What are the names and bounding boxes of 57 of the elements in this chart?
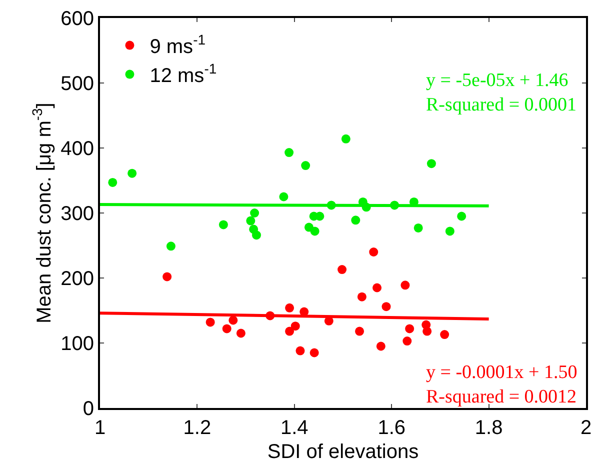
legend-label: 9 ms$^{-1}$ — [150, 32, 206, 58]
point — [296, 346, 305, 356]
point — [372, 283, 382, 292]
y-tick-label: 100 — [60, 333, 94, 355]
point — [402, 336, 412, 346]
point — [457, 212, 466, 221]
point — [284, 148, 294, 158]
y-tick-label: 500 — [60, 73, 94, 95]
point — [369, 248, 378, 256]
y-tick-label: 300 — [60, 203, 94, 225]
point — [400, 280, 410, 290]
x-axis-title: SDI of elevations — [267, 441, 419, 463]
point — [422, 326, 432, 336]
x-tick-label: 2 — [580, 417, 592, 439]
point — [290, 322, 300, 331]
x-tick-label: 1.6 — [378, 417, 406, 439]
point — [128, 168, 137, 178]
point — [246, 216, 256, 226]
x-tick-label: 1.4 — [280, 417, 308, 439]
x-tick-label: 1.2 — [183, 417, 212, 439]
point — [252, 230, 261, 240]
point — [355, 326, 364, 336]
point — [376, 342, 386, 351]
point — [236, 328, 246, 338]
point — [351, 216, 360, 225]
point — [382, 302, 391, 312]
point — [357, 292, 366, 302]
x-tick-label: 1 — [94, 417, 106, 439]
legend-label: 12 ms$^{-1}$ — [150, 60, 217, 88]
point — [285, 303, 294, 312]
point — [222, 324, 232, 334]
y-tick-label: 0 — [82, 398, 94, 420]
point — [440, 330, 450, 340]
point — [310, 348, 319, 358]
point — [338, 265, 347, 274]
x-tick-label: 1.8 — [474, 417, 503, 439]
point — [206, 318, 215, 327]
point — [108, 178, 118, 187]
point — [285, 326, 294, 336]
y-tick-label: 600 — [60, 8, 94, 30]
point — [414, 223, 423, 232]
point — [166, 242, 176, 251]
point — [445, 226, 454, 236]
point — [341, 134, 350, 144]
point — [250, 208, 260, 218]
annotation: y = -5e-05x + 1.46 R-squared = 0.0001 — [426, 70, 577, 116]
point — [228, 316, 238, 325]
point — [426, 159, 436, 168]
point — [162, 272, 172, 282]
y-tick-label: 200 — [60, 268, 94, 290]
point — [405, 324, 414, 334]
point — [279, 192, 288, 202]
annotation: y = -0.0001x + 1.50 R-squared = 0.0012 — [426, 362, 578, 408]
point — [218, 220, 228, 230]
y-tick-label: 400 — [60, 138, 94, 160]
point — [310, 226, 320, 236]
point — [301, 161, 310, 170]
